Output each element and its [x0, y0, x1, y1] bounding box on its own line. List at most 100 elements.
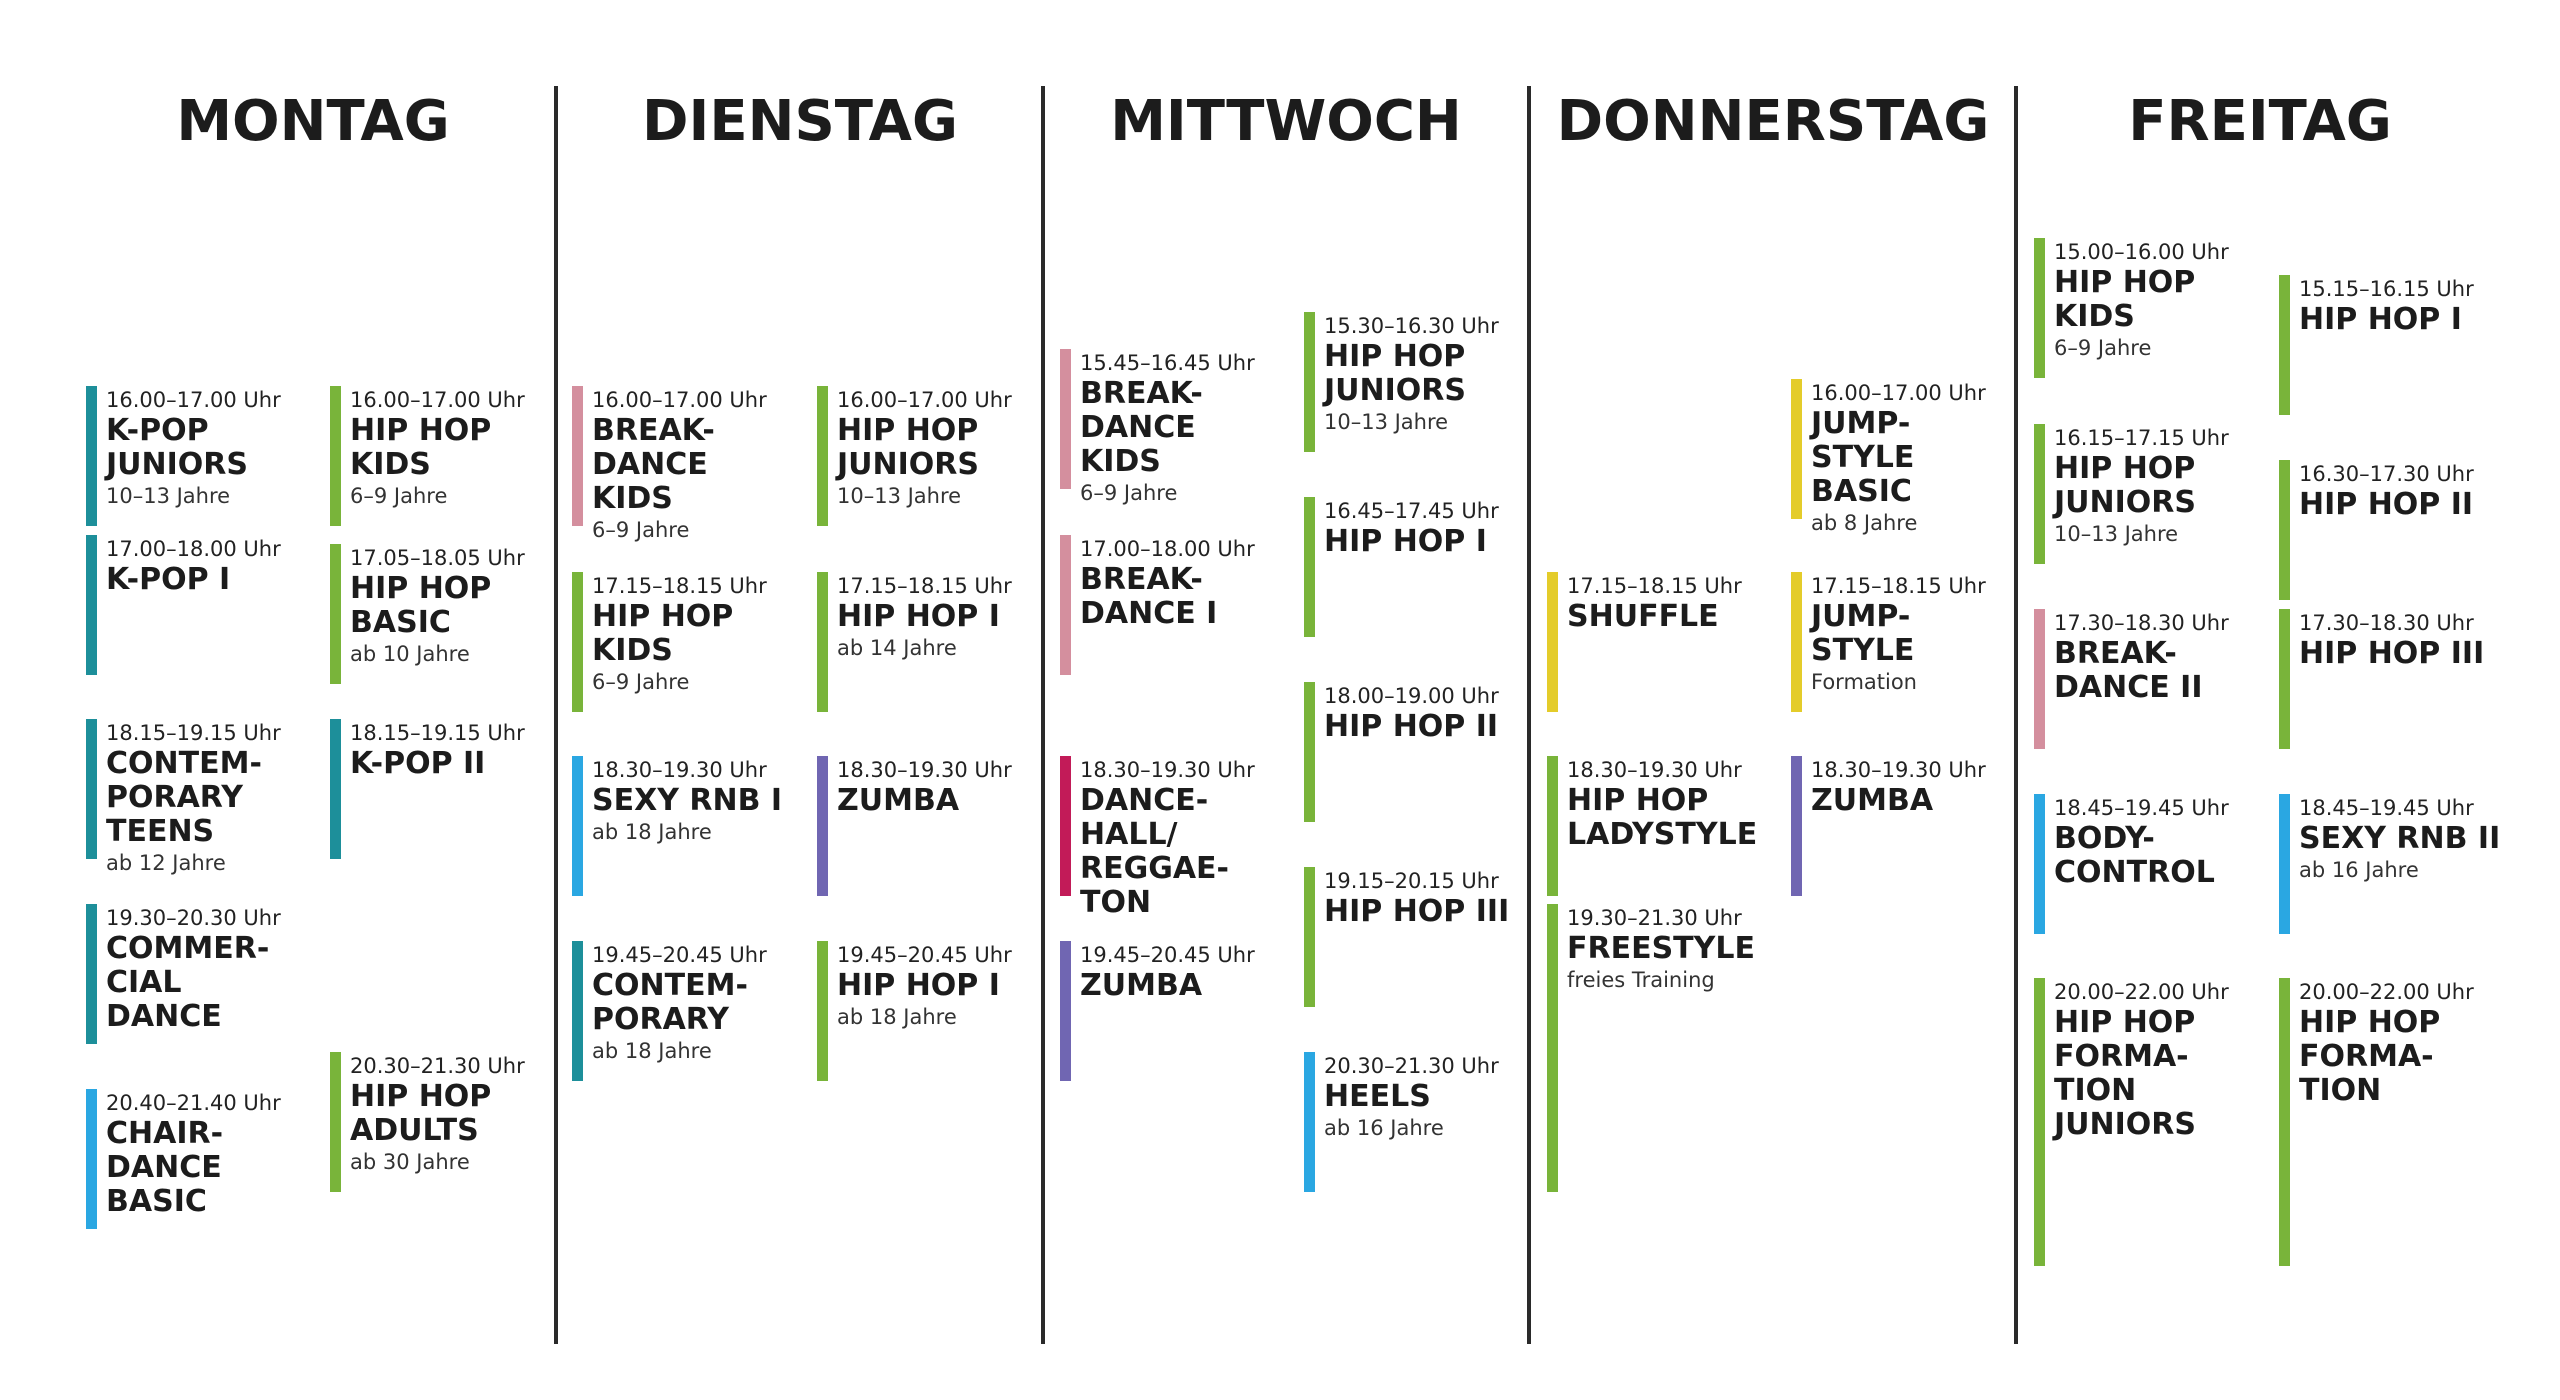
- class-entry: 19.45–20.45 Uhr ZUMBA: [1060, 941, 1290, 1081]
- class-time: 19.15–20.15 Uhr: [1324, 869, 1499, 893]
- class-name: HEELS: [1324, 1079, 1431, 1114]
- class-name: HIP HOP KIDS: [592, 599, 734, 668]
- class-name: HIP HOP FORMA- TION: [2299, 1005, 2441, 1108]
- class-name: HIP HOP KIDS: [2054, 265, 2196, 334]
- column-divider: [2014, 86, 2018, 1344]
- class-name: BREAK- DANCE I: [1080, 562, 1218, 631]
- class-entry: 20.00–22.00 Uhr HIP HOP FORMA- TION JUNIO…: [2034, 978, 2264, 1266]
- class-name: HIP HOP JUNIORS: [1324, 339, 1467, 408]
- class-name: HIP HOP FORMA- TION JUNIORS: [2054, 1005, 2197, 1142]
- class-color-bar: [817, 386, 828, 526]
- class-entry: 17.30–18.30 Uhr HIP HOP III: [2279, 609, 2509, 749]
- class-name: CHAIR- DANCE BASIC: [106, 1116, 224, 1219]
- class-color-bar: [2279, 460, 2290, 600]
- class-name: HIP HOP BASIC: [350, 571, 492, 640]
- class-entry: 19.15–20.15 Uhr HIP HOP III: [1304, 867, 1534, 1007]
- class-color-bar: [1060, 756, 1071, 896]
- class-color-bar: [86, 719, 97, 859]
- class-name: FREESTYLE: [1567, 931, 1755, 966]
- class-entry: 18.15–19.15 Uhr K-POP II: [330, 719, 560, 859]
- class-subtitle: 6–9 Jahre: [592, 670, 690, 694]
- class-color-bar: [1060, 535, 1071, 675]
- class-name: HIP HOP II: [1324, 709, 1499, 744]
- class-time: 16.00–17.00 Uhr: [350, 388, 525, 412]
- class-name: HIP HOP JUNIORS: [837, 413, 980, 482]
- class-color-bar: [86, 1089, 97, 1229]
- class-color-bar: [1791, 756, 1802, 896]
- day-title-montag: MONTAG: [176, 89, 450, 154]
- class-subtitle: Formation: [1811, 670, 1917, 694]
- class-entry: 18.30–19.30 Uhr ZUMBA: [817, 756, 1047, 896]
- class-name: CONTEM- PORARY: [592, 968, 748, 1037]
- class-entry: 17.05–18.05 Uhr HIP HOP BASIC ab 10 Jahre: [330, 544, 560, 684]
- class-time: 20.30–21.30 Uhr: [1324, 1054, 1499, 1078]
- day-title-mittwoch: MITTWOCH: [1110, 89, 1462, 154]
- class-time: 17.15–18.15 Uhr: [1811, 574, 1986, 598]
- class-color-bar: [2279, 275, 2290, 415]
- class-time: 18.45–19.45 Uhr: [2054, 796, 2229, 820]
- class-subtitle: ab 12 Jahre: [106, 851, 226, 875]
- class-name: SHUFFLE: [1567, 599, 1719, 634]
- class-name: ZUMBA: [1080, 968, 1203, 1003]
- class-entry: 20.40–21.40 Uhr CHAIR- DANCE BASIC: [86, 1089, 316, 1229]
- class-entry: 16.30–17.30 Uhr HIP HOP II: [2279, 460, 2509, 600]
- class-entry: 17.15–18.15 Uhr HIP HOP KIDS 6–9 Jahre: [572, 572, 802, 712]
- class-time: 17.30–18.30 Uhr: [2299, 611, 2474, 635]
- class-name: SEXY RNB II: [2299, 821, 2501, 856]
- class-entry: 18.45–19.45 Uhr BODY- CONTROL: [2034, 794, 2264, 934]
- class-time: 19.45–20.45 Uhr: [592, 943, 767, 967]
- class-time: 17.00–18.00 Uhr: [106, 537, 281, 561]
- class-entry: 18.30–19.30 Uhr DANCE- HALL/ REGGAE- TON: [1060, 756, 1290, 920]
- class-color-bar: [1304, 867, 1315, 1007]
- class-color-bar: [330, 719, 341, 859]
- class-color-bar: [1304, 312, 1315, 452]
- class-entry: 20.30–21.30 Uhr HIP HOP ADULTS ab 30 Jahre: [330, 1052, 560, 1192]
- class-time: 16.00–17.00 Uhr: [592, 388, 767, 412]
- class-entry: 16.00–17.00 Uhr HIP HOP KIDS 6–9 Jahre: [330, 386, 560, 526]
- class-time: 20.40–21.40 Uhr: [106, 1091, 281, 1115]
- class-subtitle: ab 18 Jahre: [592, 1039, 712, 1063]
- class-time: 20.00–22.00 Uhr: [2299, 980, 2474, 1004]
- class-color-bar: [2034, 238, 2045, 378]
- class-name: HIP HOP III: [1324, 894, 1510, 929]
- class-subtitle: 10–13 Jahre: [106, 484, 231, 508]
- class-entry: 16.15–17.15 Uhr HIP HOP JUNIORS 10–13 Jahr…: [2034, 424, 2264, 564]
- class-time: 18.30–19.30 Uhr: [592, 758, 767, 782]
- class-entry: 18.30–19.30 Uhr HIP HOP LADYSTYLE: [1547, 756, 1777, 896]
- column-divider: [554, 86, 558, 1344]
- class-subtitle: 6–9 Jahre: [592, 518, 690, 542]
- class-time: 16.00–17.00 Uhr: [106, 388, 281, 412]
- class-color-bar: [1547, 904, 1558, 1192]
- class-name: JUMP- STYLE: [1811, 599, 1915, 668]
- class-entry: 17.00–18.00 Uhr K-POP I: [86, 535, 316, 675]
- class-color-bar: [330, 1052, 341, 1192]
- class-entry: 17.15–18.15 Uhr SHUFFLE: [1547, 572, 1777, 712]
- class-subtitle: ab 16 Jahre: [1324, 1116, 1444, 1140]
- class-time: 17.05–18.05 Uhr: [350, 546, 525, 570]
- class-time: 16.45–17.45 Uhr: [1324, 499, 1499, 523]
- class-subtitle: ab 8 Jahre: [1811, 511, 1918, 535]
- class-name: CONTEM- PORARY TEENS: [106, 746, 262, 849]
- class-color-bar: [1304, 1052, 1315, 1192]
- class-time: 18.30–19.30 Uhr: [1811, 758, 1986, 782]
- class-subtitle: ab 18 Jahre: [592, 820, 712, 844]
- day-title-donnerstag: DONNERSTAG: [1556, 89, 1990, 154]
- class-color-bar: [2034, 978, 2045, 1266]
- class-time: 16.30–17.30 Uhr: [2299, 462, 2474, 486]
- class-entry: 16.45–17.45 Uhr HIP HOP I: [1304, 497, 1534, 637]
- class-name: ZUMBA: [1811, 783, 1934, 818]
- class-name: HIP HOP II: [2299, 487, 2474, 522]
- class-time: 18.15–19.15 Uhr: [350, 721, 525, 745]
- class-name: HIP HOP ADULTS: [350, 1079, 492, 1148]
- class-name: HIP HOP I: [1324, 524, 1487, 559]
- class-entry: 15.45–16.45 Uhr BREAK- DANCE KIDS 6–9 Jahr…: [1060, 349, 1290, 505]
- class-subtitle: 6–9 Jahre: [350, 484, 448, 508]
- class-name: BREAK- DANCE II: [2054, 636, 2203, 705]
- class-entry: 15.30–16.30 Uhr HIP HOP JUNIORS 10–13 Jahr…: [1304, 312, 1534, 452]
- class-time: 15.30–16.30 Uhr: [1324, 314, 1499, 338]
- class-entry: 17.00–18.00 Uhr BREAK- DANCE I: [1060, 535, 1290, 675]
